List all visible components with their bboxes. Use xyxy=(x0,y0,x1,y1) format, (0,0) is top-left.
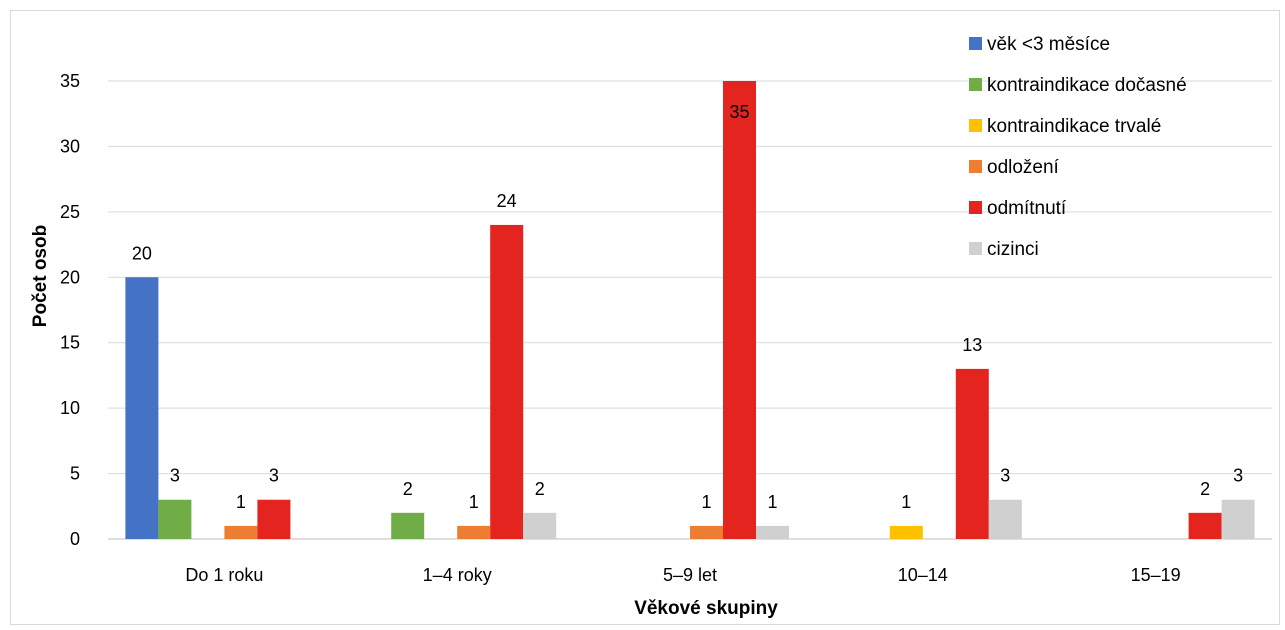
y-tick-label: 0 xyxy=(70,529,80,549)
bar xyxy=(158,499,192,539)
data-label: 3 xyxy=(1000,466,1010,486)
legend-item: kontraindikace trvalé xyxy=(969,116,1161,137)
legend: věk <3 měsíce kontraindikace dočasné kontr… xyxy=(969,34,1187,260)
x-category-label: 10–14 xyxy=(898,565,948,585)
y-tick-label: 15 xyxy=(60,333,80,353)
legend-swatch xyxy=(969,242,982,255)
data-label: 1 xyxy=(767,492,777,512)
bar xyxy=(756,525,789,539)
data-label: 13 xyxy=(962,335,982,355)
y-tick-label: 20 xyxy=(60,267,80,287)
bar xyxy=(690,525,723,539)
bar xyxy=(125,277,159,539)
chart-frame xyxy=(10,10,1280,625)
x-category-label: Do 1 roku xyxy=(185,565,263,585)
legend-label: kontraindikace trvalé xyxy=(987,116,1161,137)
legend-swatch xyxy=(969,160,982,173)
x-category-label: 15–19 xyxy=(1131,565,1181,585)
legend-swatch xyxy=(969,201,982,214)
data-label: 1 xyxy=(701,492,711,512)
legend-label: kontraindikace dočasné xyxy=(987,75,1187,96)
data-label: 24 xyxy=(497,191,517,211)
legend-label: odmítnutí xyxy=(987,198,1067,219)
bar xyxy=(257,499,291,539)
data-label: 3 xyxy=(170,466,180,486)
bar xyxy=(889,525,923,539)
data-label: 35 xyxy=(729,102,749,122)
bar xyxy=(1188,512,1222,539)
bar xyxy=(723,81,756,539)
legend-label: věk <3 měsíce xyxy=(987,34,1110,55)
data-label: 1 xyxy=(901,492,911,512)
data-label: 3 xyxy=(269,466,279,486)
legend-swatch xyxy=(969,119,982,132)
gridlines xyxy=(108,80,1272,540)
data-label: 2 xyxy=(535,479,545,499)
x-axis-title: Věkové skupiny xyxy=(634,598,778,619)
x-category-label: 5–9 let xyxy=(663,565,717,585)
bar xyxy=(224,525,258,539)
legend-item: kontraindikace dočasné xyxy=(969,75,1187,96)
bar xyxy=(988,499,1022,539)
bar xyxy=(391,512,425,539)
legend-item: cizinci xyxy=(969,239,1039,260)
y-tick-label: 5 xyxy=(70,464,80,484)
y-tick-label: 10 xyxy=(60,398,80,418)
bars xyxy=(125,81,1255,539)
y-tick-label: 35 xyxy=(60,71,80,91)
legend-swatch xyxy=(969,78,982,91)
y-tick-label: 30 xyxy=(60,136,80,156)
bar xyxy=(490,224,524,539)
bar xyxy=(523,512,557,539)
x-axis-categories: Do 1 roku 1–4 roky 5–9 let 10–14 15–19 xyxy=(185,565,1180,585)
legend-item: odložení xyxy=(969,157,1060,178)
data-label: 20 xyxy=(132,243,152,263)
data-label: 1 xyxy=(236,492,246,512)
legend-label: odložení xyxy=(987,157,1060,178)
data-label: 2 xyxy=(1200,479,1210,499)
data-label: 2 xyxy=(403,479,413,499)
y-axis-title: Počet osob xyxy=(30,225,51,327)
legend-label: cizinci xyxy=(987,239,1039,260)
bar xyxy=(1221,499,1255,539)
legend-item: věk <3 měsíce xyxy=(969,34,1110,55)
legend-swatch xyxy=(969,37,982,50)
data-label: 1 xyxy=(469,492,479,512)
x-category-label: 1–4 roky xyxy=(423,565,492,585)
legend-item: odmítnutí xyxy=(969,198,1067,219)
y-axis-ticks: 0 5 10 15 20 25 30 35 xyxy=(60,71,80,549)
bar xyxy=(955,368,989,539)
y-tick-label: 25 xyxy=(60,202,80,222)
bar xyxy=(457,525,491,539)
data-label: 3 xyxy=(1233,466,1243,486)
